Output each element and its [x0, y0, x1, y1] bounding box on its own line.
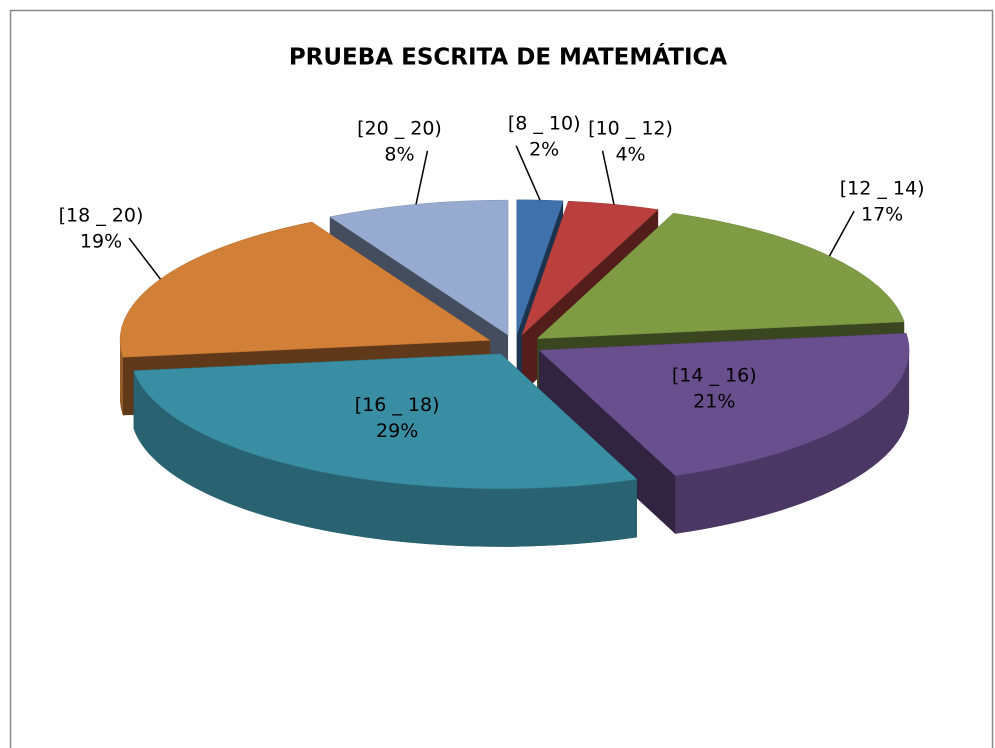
leader-line	[415, 150, 429, 205]
chart-title: PRUEBA ESCRITA DE MATEMÁTICA	[289, 43, 728, 71]
category-label: [14 _ 16)	[672, 364, 757, 386]
slice-outer-wall	[120, 340, 123, 416]
value-label: 2%	[529, 138, 559, 160]
slice-edge-wall	[539, 350, 676, 534]
category-label: [12 _ 14)	[840, 178, 925, 200]
leader-line	[601, 150, 615, 205]
value-label: 29%	[376, 420, 418, 442]
pie-slice	[133, 353, 638, 490]
pie-slice	[119, 221, 491, 358]
value-label: 8%	[384, 143, 414, 165]
category-label: [20 _ 20)	[357, 117, 442, 139]
data-labels: [8 _ 10) 2% [10 _ 12) 4% [12 _ 14) 17% [14 _ 1…	[59, 112, 925, 442]
value-label: 17%	[861, 204, 903, 226]
pie-tops	[119, 199, 910, 490]
value-label: 4%	[615, 143, 645, 165]
category-label: [16 _ 18)	[355, 394, 440, 416]
leader-line	[515, 145, 541, 201]
slice-outer-wall	[675, 350, 910, 534]
category-label: [8 _ 10)	[508, 112, 581, 134]
category-label: [18 _ 20)	[59, 205, 144, 227]
slice-outer-wall	[133, 370, 637, 547]
pie-slice	[536, 212, 905, 340]
value-label: 21%	[693, 390, 735, 412]
pie-slice	[538, 333, 910, 476]
category-label: [10 _ 12)	[588, 117, 673, 139]
leader-line	[128, 237, 161, 280]
leader-line	[828, 210, 855, 257]
value-label: 19%	[80, 231, 122, 253]
